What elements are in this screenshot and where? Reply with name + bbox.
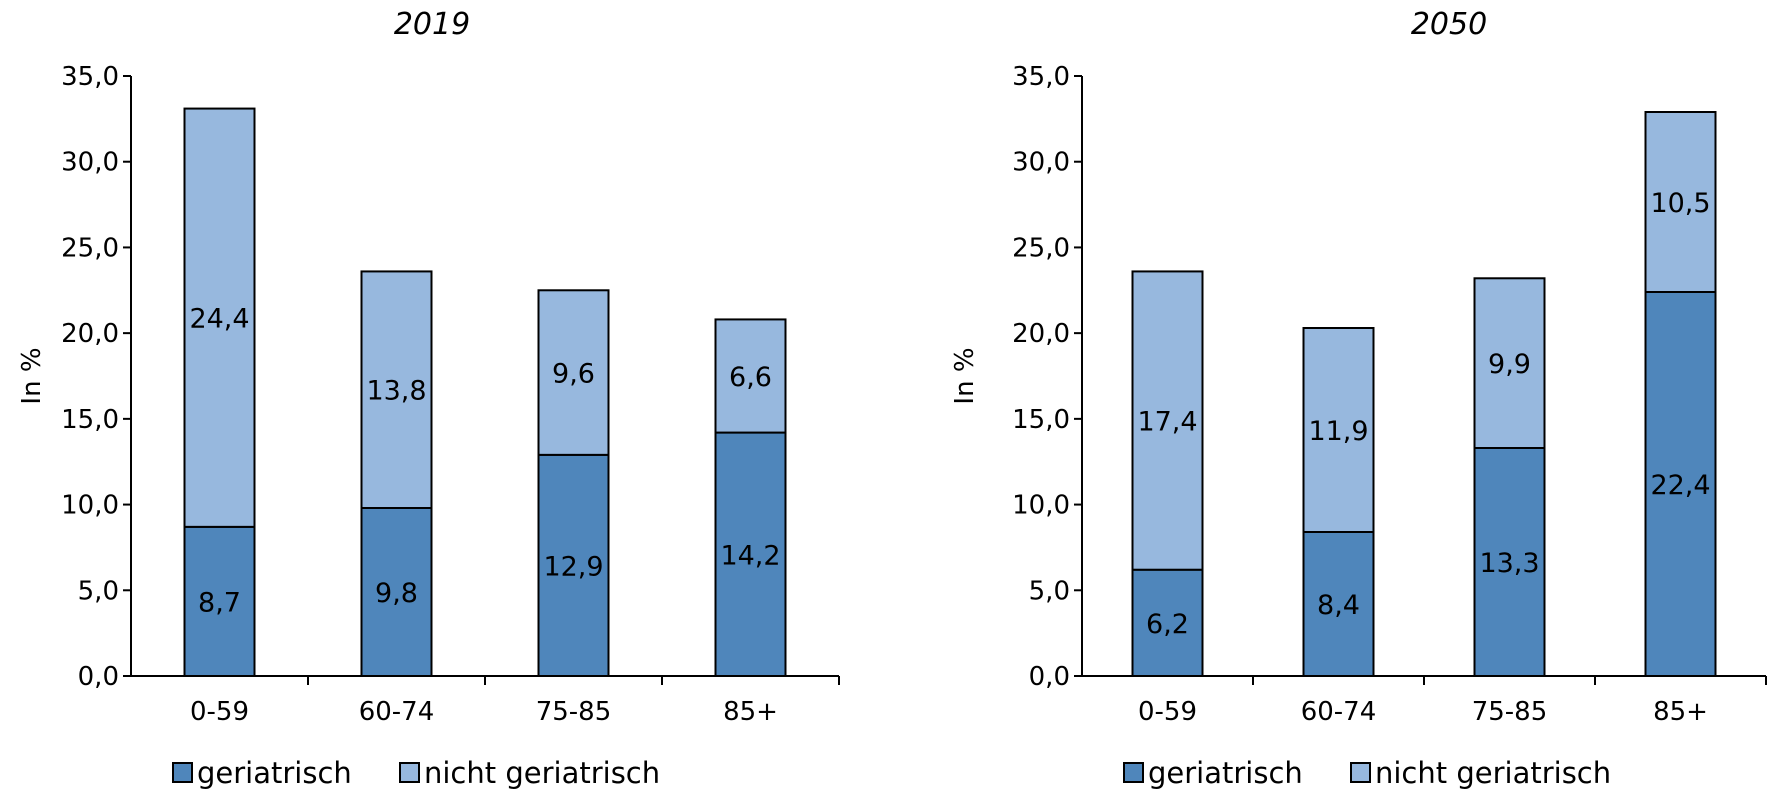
bar-geriatrisch <box>360 507 433 677</box>
x-tick-label: 0-59 <box>190 697 249 727</box>
bar-nicht-geriatrisch <box>714 318 787 434</box>
data-label: 14,2 <box>720 540 780 571</box>
data-label: 8,7 <box>198 587 241 618</box>
bar-nicht-geriatrisch <box>183 107 256 528</box>
data-label: 6,2 <box>1146 609 1189 640</box>
y-tick-label: 0,0 <box>78 662 119 692</box>
legend-swatch <box>172 762 193 783</box>
y-axis-title: In % <box>17 347 47 404</box>
bar-nicht-geriatrisch <box>537 289 610 456</box>
bar-nicht-geriatrisch <box>1302 327 1375 533</box>
bar-geriatrisch <box>1131 568 1204 678</box>
bar-nicht-geriatrisch <box>1473 277 1546 449</box>
y-tick-label: 25,0 <box>1012 233 1070 263</box>
y-tick-label: 35,0 <box>61 62 119 92</box>
y-tick-label: 25,0 <box>61 233 119 263</box>
legend-label: nicht geriatrisch <box>424 756 660 790</box>
chart-title: 2050 <box>1411 7 1487 42</box>
legend-swatch <box>399 762 420 783</box>
x-tick-label: 60-74 <box>359 697 435 727</box>
y-tick-label: 30,0 <box>1012 148 1070 178</box>
y-tick-label: 30,0 <box>61 148 119 178</box>
legend: geriatrisch nicht geriatrisch <box>1123 756 1611 790</box>
legend-label: nicht geriatrisch <box>1375 756 1611 790</box>
y-tick-label: 15,0 <box>61 405 119 435</box>
legend-swatch <box>1123 762 1144 783</box>
y-tick-label: 10,0 <box>1012 491 1070 521</box>
bar-geriatrisch <box>537 453 610 677</box>
y-tick-label: 20,0 <box>1012 319 1070 349</box>
x-tick-label: 60-74 <box>1301 697 1377 727</box>
data-label: 12,9 <box>543 551 603 582</box>
y-tick-label: 10,0 <box>61 491 119 521</box>
chart-2019: 2019 0,0 5,0 10,0 15,0 20,0 25,0 30,0 35,0 In % 0-… <box>17 7 840 790</box>
bar-geriatrisch <box>1302 531 1375 677</box>
y-tick-label: 0,0 <box>1029 662 1070 692</box>
bar-nicht-geriatrisch <box>360 270 433 509</box>
bar-geriatrisch <box>1644 291 1717 677</box>
legend-label: geriatrisch <box>1148 756 1303 790</box>
bar-geriatrisch <box>714 431 787 678</box>
legend-swatch <box>1350 762 1371 783</box>
x-tick-label: 85+ <box>723 697 778 727</box>
data-label: 24,4 <box>189 304 249 335</box>
x-tick-label: 75-85 <box>536 697 612 727</box>
data-label: 11,9 <box>1308 416 1368 447</box>
chart-2050: 2050 0,0 5,0 10,0 15,0 20,0 25,0 30,0 35,0 In % 0-… <box>950 7 1767 790</box>
data-label: 17,4 <box>1137 407 1197 438</box>
y-tick-label: 20,0 <box>61 319 119 349</box>
data-label: 9,9 <box>1488 349 1531 380</box>
y-tick-label: 5,0 <box>78 576 119 606</box>
data-label: 9,8 <box>375 578 418 609</box>
y-tick-label: 5,0 <box>1029 576 1070 606</box>
y-tick-label: 35,0 <box>1012 62 1070 92</box>
bar-nicht-geriatrisch <box>1131 270 1204 571</box>
data-label: 8,4 <box>1317 590 1360 621</box>
data-label: 13,3 <box>1479 548 1539 579</box>
data-label: 6,6 <box>729 362 772 393</box>
y-axis-title: In % <box>950 347 980 404</box>
x-tick-label: 75-85 <box>1472 697 1548 727</box>
x-tick-label: 85+ <box>1653 697 1708 727</box>
legend-label: geriatrisch <box>197 756 352 790</box>
chart-title: 2019 <box>394 7 470 42</box>
bar-geriatrisch <box>183 525 256 677</box>
y-tick-label: 15,0 <box>1012 405 1070 435</box>
bar-geriatrisch <box>1473 447 1546 677</box>
data-label: 10,5 <box>1650 188 1710 219</box>
data-label: 22,4 <box>1650 470 1710 501</box>
bar-nicht-geriatrisch <box>1644 111 1717 293</box>
data-label: 9,6 <box>552 359 595 390</box>
legend: geriatrisch nicht geriatrisch <box>172 756 660 790</box>
data-label: 13,8 <box>366 376 426 407</box>
x-tick-label: 0-59 <box>1138 697 1197 727</box>
